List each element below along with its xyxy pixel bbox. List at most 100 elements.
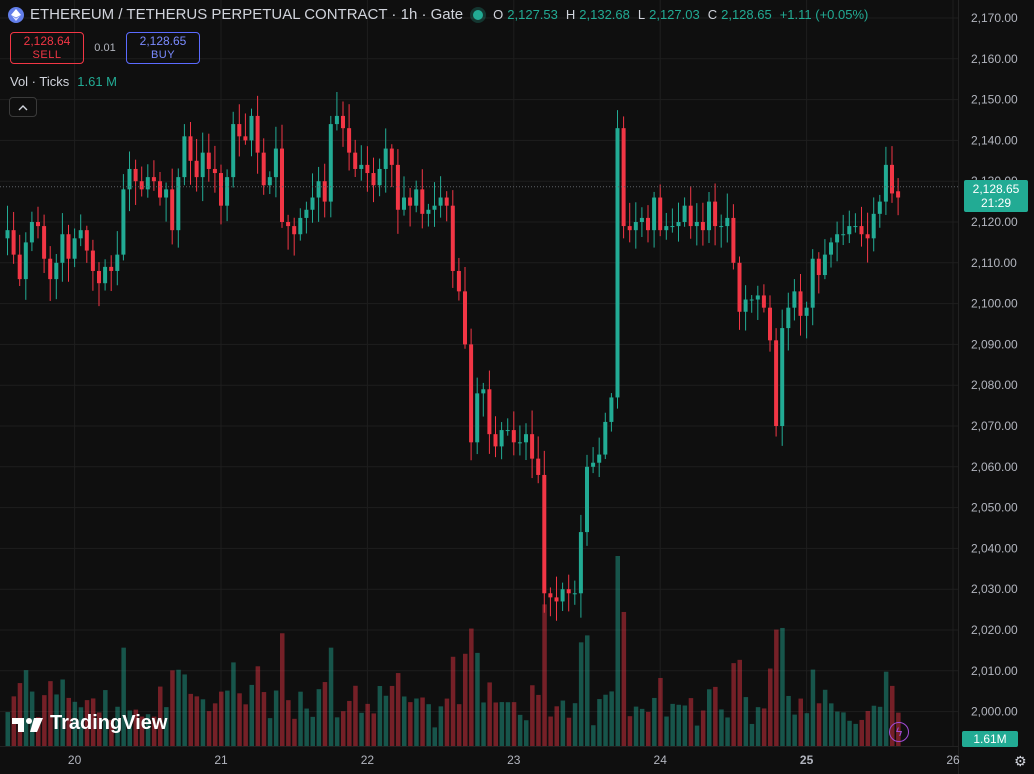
candle-body	[371, 173, 376, 186]
candle-body	[536, 458, 541, 475]
volume-bar	[572, 703, 578, 746]
candle-body	[54, 262, 59, 280]
volume-bar	[585, 635, 590, 746]
lightning-icon[interactable]: ϟ	[889, 722, 909, 742]
volume-bar	[164, 707, 169, 746]
candle-body	[200, 152, 205, 178]
sell-button[interactable]: 2,128.64 SELL	[10, 32, 84, 64]
volume-bar	[798, 698, 803, 746]
volume-bar	[469, 628, 474, 746]
volume-bar	[23, 670, 29, 746]
volume-tag: 1.61M	[962, 731, 1018, 747]
volume-bar	[414, 698, 419, 746]
candle-body	[29, 222, 34, 243]
candle-body	[560, 589, 565, 602]
candle-body	[487, 389, 492, 435]
time-tick-label: 21	[214, 753, 228, 767]
volume-bar	[310, 716, 315, 746]
volume-bar	[158, 686, 163, 746]
candle-body	[542, 474, 547, 594]
candle-body	[66, 234, 71, 259]
volume-bar	[609, 691, 614, 746]
volume-bar	[109, 719, 114, 746]
volume-bar	[341, 711, 346, 746]
volume-bar	[280, 633, 285, 746]
candle-body	[292, 226, 297, 235]
collapse-legend-button[interactable]	[9, 97, 37, 117]
candle-body	[414, 189, 419, 206]
volume-bar	[328, 647, 334, 746]
volume-bar	[835, 711, 840, 746]
volume-bar	[17, 683, 23, 746]
sell-price: 2,128.64	[23, 34, 71, 48]
volume-bar	[713, 686, 718, 746]
candle-body	[395, 164, 400, 210]
volume-bar	[786, 695, 791, 746]
symbol-title[interactable]: ETHEREUM / TETHERUS PERPETUAL CONTRACT ·…	[30, 6, 464, 23]
candle-body	[11, 230, 16, 255]
volume-bar	[761, 708, 767, 746]
tradingview-logo[interactable]: TradingView	[12, 712, 167, 735]
candle-body	[719, 226, 724, 228]
price-axis[interactable]: 2,170.002,160.002,150.002,140.002,130.00…	[971, 11, 1018, 719]
candle-body	[17, 254, 22, 280]
buy-label: BUY	[150, 49, 176, 61]
volume-bar	[438, 706, 444, 746]
candle-body	[694, 222, 699, 227]
volume-bar	[829, 703, 834, 746]
time-tick-label: 22	[361, 753, 375, 767]
candle-body	[481, 389, 486, 394]
price-tick-label: 2,020.00	[971, 623, 1018, 637]
volume-bar	[688, 698, 694, 746]
candle-body	[713, 201, 718, 227]
tradingview-logo-icon	[12, 717, 43, 732]
volume-bar	[707, 689, 712, 746]
volume-bar	[72, 701, 78, 746]
gear-icon[interactable]: ⚙	[1014, 753, 1027, 769]
price-tick-label: 2,140.00	[971, 133, 1018, 147]
candle-body	[505, 430, 510, 432]
candle-body	[566, 589, 571, 594]
volume-bar	[200, 699, 206, 746]
candle-body	[847, 226, 852, 235]
volume-bar	[78, 707, 84, 746]
candle-body	[341, 115, 345, 129]
volume-bar	[212, 703, 218, 746]
volume-bar	[700, 710, 706, 746]
candle-body	[475, 393, 480, 443]
candle-body	[548, 593, 553, 598]
candle-body	[304, 209, 309, 218]
volume-bar	[865, 711, 871, 746]
candle-body	[158, 181, 162, 198]
candle-body	[365, 164, 370, 174]
volume-bar	[188, 693, 193, 746]
candle-body	[652, 197, 657, 231]
time-tick-label: 23	[507, 753, 521, 767]
volume-legend[interactable]: Vol · Ticks 1.61 M	[10, 74, 117, 89]
volume-bar	[603, 694, 608, 746]
candle-body	[255, 115, 260, 153]
ohlc-readout: O 2,127.53 H 2,132.68 L 2,127.03 C 2,128.65 …	[493, 7, 869, 22]
candle-body	[145, 177, 150, 190]
volume-bar	[249, 684, 254, 746]
candle-body	[103, 266, 108, 284]
volume-bar	[237, 693, 242, 746]
volume-bar	[646, 711, 651, 746]
volume-bar	[365, 703, 370, 746]
volume-bar	[743, 697, 749, 746]
candle-body	[334, 115, 339, 125]
change-value: +1.11 (+0.05%)	[779, 7, 869, 22]
price-tick-label: 2,110.00	[971, 256, 1017, 270]
candle-body	[170, 189, 175, 231]
buy-button[interactable]: 2,128.65 BUY	[126, 32, 200, 64]
chart-header: ETHEREUM / TETHERUS PERPETUAL CONTRACT ·…	[8, 6, 872, 23]
candle-body	[786, 307, 791, 329]
time-axis[interactable]: 20 21 22 23 24 25 26	[68, 753, 960, 767]
candle-body	[670, 226, 675, 228]
candle-body	[176, 177, 181, 231]
volume-bar	[377, 686, 383, 746]
close-value: 2,128.65	[721, 7, 772, 22]
open-value: 2,127.53	[507, 7, 558, 22]
candle-body	[646, 217, 650, 231]
